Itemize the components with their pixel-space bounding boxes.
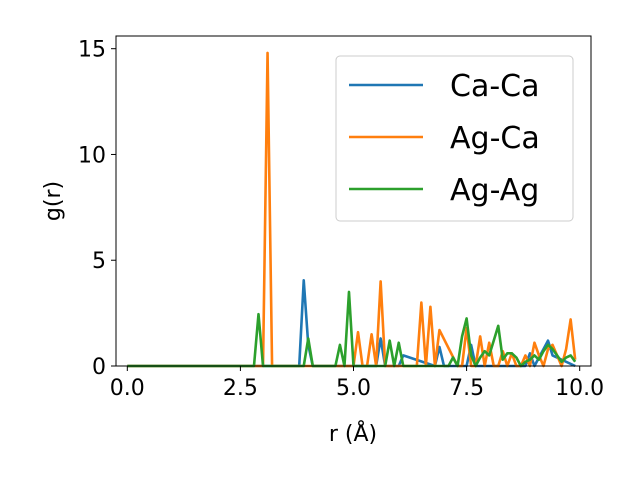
- legend-box: [335, 55, 574, 222]
- y-tick-label: 15: [78, 38, 106, 63]
- x-tick-label: 10.0: [555, 376, 604, 401]
- x-tick-label: 0.0: [110, 376, 145, 401]
- legend-label: Ag-Ca: [450, 121, 540, 156]
- y-axis-label: g(r): [41, 181, 66, 221]
- y-axis: 0 5 10 15: [78, 38, 116, 380]
- y-tick-label: 0: [92, 355, 106, 380]
- x-axis: 0.0 2.5 5.0 7.5 10.0: [110, 366, 604, 401]
- x-tick-label: 2.5: [223, 376, 258, 401]
- legend-label: Ca-Ca: [450, 69, 540, 104]
- x-tick-label: 7.5: [449, 376, 484, 401]
- y-tick-label: 10: [78, 143, 106, 168]
- y-tick-label: 5: [92, 249, 106, 274]
- x-tick-label: 5.0: [336, 376, 371, 401]
- x-axis-label: r (Å): [329, 420, 377, 447]
- legend-label: Ag-Ag: [450, 173, 539, 208]
- legend: Ca-Ca Ag-Ca Ag-Ag: [335, 55, 574, 222]
